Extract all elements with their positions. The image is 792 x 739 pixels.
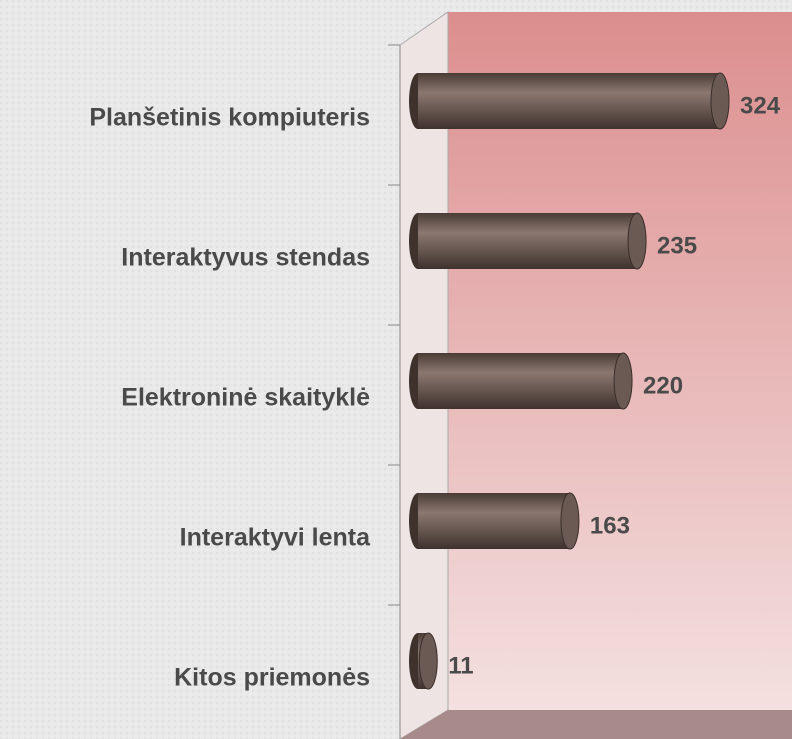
value-label: 163 [590, 512, 630, 539]
floor [400, 710, 792, 739]
value-label: 235 [657, 232, 697, 259]
value-label: 220 [643, 372, 683, 399]
value-label: 324 [740, 92, 781, 119]
category-label: Elektroninė skaityklė [121, 384, 370, 412]
bar-cap [418, 632, 438, 690]
bar [418, 353, 624, 409]
bar [418, 213, 638, 269]
value-label: 11 [448, 652, 473, 679]
category-label: Kitos priemonės [174, 664, 370, 692]
category-label: Interaktyvi lenta [180, 524, 371, 552]
category-label: Interaktyvus stendas [121, 244, 370, 272]
bar [418, 493, 570, 549]
bar-cap [613, 352, 633, 410]
bar [418, 73, 720, 129]
bar-cap [710, 72, 730, 130]
bar-cap [627, 212, 647, 270]
category-label: Planšetinis kompiuteris [89, 104, 370, 132]
bar-cap [560, 492, 580, 550]
